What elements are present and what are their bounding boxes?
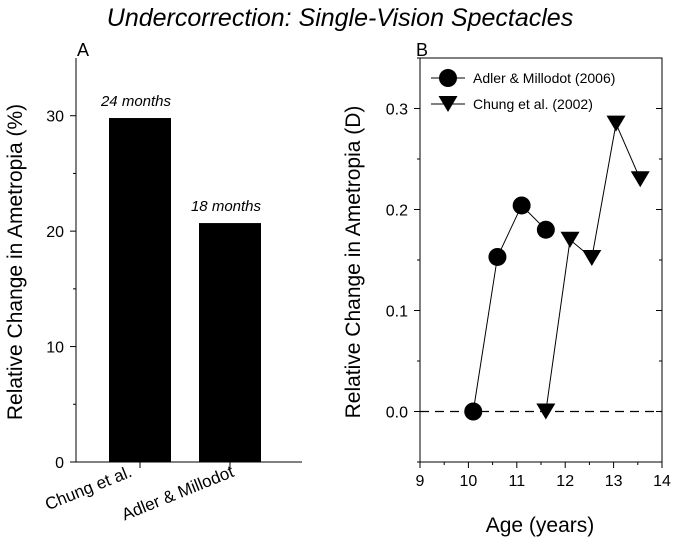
panel-a: A Relative Change in Ametropia (%) 0 10 20… [4, 40, 302, 524]
panel-b-plot-area: 0.0 0.1 0.2 0.3 9 10 11 12 13 14 [386, 57, 671, 490]
panel-a-y-tick-label-1: 10 [46, 340, 64, 357]
panel-b-x-tick-label-3: 12 [556, 473, 574, 490]
panel-a-bar-1 [109, 118, 171, 462]
panel-b-x-tick-label-1: 10 [460, 473, 478, 490]
panel-b: B Relative Change in Ametropia (D) Age (… [342, 40, 671, 537]
series-line-1 [472, 204, 547, 412]
series-1-point-1 [464, 402, 483, 421]
series-2-point-5 [630, 171, 650, 188]
panel-a-data-label-1: 24 months [100, 93, 172, 110]
legend: Adler & Millodot (2006) Chung et al. (20… [431, 69, 615, 112]
legend-marker-circle [439, 69, 457, 87]
panel-b-x-tick-label-5: 14 [653, 473, 671, 490]
panel-a-data-label-2: 18 months [191, 198, 262, 215]
panel-a-y-tick-label-2: 20 [46, 224, 64, 241]
series-1-point-3 [512, 196, 531, 215]
panel-a-label: A [77, 40, 89, 60]
series-line-2 [545, 121, 641, 412]
series-2-point-4 [606, 115, 626, 132]
series-2-point-1 [536, 403, 556, 420]
legend-marker-triangle [438, 96, 458, 112]
legend-entry-adler: Adler & Millodot (2006) [473, 70, 615, 86]
panel-a-plot-area: 0 10 20 30 24 months 18 months [46, 58, 302, 472]
panel-a-category-label-2: Adler & Millodot [119, 462, 237, 524]
series-2-point-3 [582, 249, 602, 266]
panel-b-y-tick-label-2: 0.2 [386, 203, 408, 220]
panel-b-x-tick-label-2: 11 [508, 473, 525, 490]
panel-b-y-tick-label-3: 0.3 [386, 102, 408, 119]
panel-b-y-tick-label-1: 0.1 [386, 304, 408, 321]
panel-a-y-tick-label-3: 30 [46, 109, 64, 126]
series-1-point-2 [488, 247, 507, 266]
panel-b-x-tick-label-0: 9 [416, 473, 425, 490]
series-2-point-2 [560, 231, 580, 248]
panel-b-y-axis-label: Relative Change in Ametropia (D) [342, 106, 365, 419]
panel-b-x-tick-label-4: 13 [605, 473, 623, 490]
legend-entry-chung: Chung et al. (2002) [473, 96, 593, 112]
panel-b-y-tick-label-0: 0.0 [386, 405, 408, 422]
panel-b-frame [419, 57, 663, 463]
figure-title: Undercorrection: Single-Vision Spectacle… [107, 4, 573, 32]
panel-a-y-tick-label-0: 0 [55, 455, 64, 472]
panel-b-x-axis-label: Age (years) [486, 514, 595, 537]
panel-b-label: B [416, 40, 428, 60]
panel-a-bar-2 [199, 223, 261, 462]
panel-a-y-axis-label: Relative Change in Ametropia (%) [4, 104, 27, 420]
series-1-point-4 [536, 220, 555, 239]
